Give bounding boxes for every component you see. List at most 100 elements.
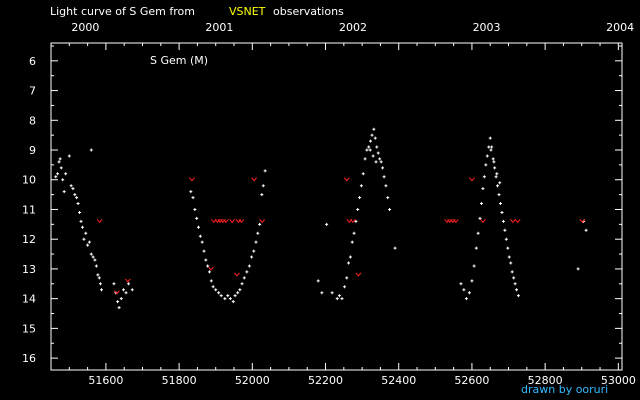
visual-point [258,222,262,226]
visual-point [500,210,504,214]
fainter-than-point [259,219,266,224]
visual-point [576,267,580,271]
visual-point [504,237,508,241]
visual-point [512,276,516,280]
visual-point [501,219,505,223]
visual-point [382,175,386,179]
visual-point [488,136,492,140]
visual-point [240,282,244,286]
visual-point [233,294,237,298]
visual-point [372,127,376,131]
visual-point [373,136,377,140]
visual-point [358,196,362,200]
visual-point [256,231,260,235]
visual-point [510,270,514,274]
visual-point [80,225,84,229]
visual-point [343,285,347,289]
year-tick-label: 2001 [205,21,233,34]
fainter-than-point [579,219,586,224]
visual-point [365,148,369,152]
y-tick-label: 15 [22,322,36,335]
visual-point [116,300,120,304]
fainter-than-point [229,219,236,224]
visual-point [359,184,363,188]
visual-point [71,187,75,191]
visual-point [467,291,471,295]
visual-point [254,240,258,244]
visual-point [388,207,392,211]
visual-point [369,139,373,143]
visual-point [482,175,486,179]
visual-point [379,160,383,164]
x-tick-label: 52600 [454,374,489,387]
visual-point [78,210,82,214]
visual-point [462,288,466,292]
visual-point [112,282,116,286]
x-tick-label: 52400 [381,374,416,387]
visual-point [75,196,79,200]
visual-point [121,288,125,292]
y-tick-label: 6 [29,55,36,68]
title-source: VSNET [229,5,266,18]
fainter-than-point [189,177,195,182]
visual-point [459,282,463,286]
fainter-than-point [350,219,356,224]
fainter-than-point [214,219,221,224]
visual-point [219,294,223,298]
visual-point [491,157,495,161]
visual-point [492,160,496,164]
x-tick-label: 52800 [528,374,563,387]
fainter-than-point [355,272,362,277]
visual-point [345,276,349,280]
visual-point [481,187,485,191]
visual-point [214,288,218,292]
visual-point [497,193,501,197]
visual-point [193,207,197,211]
y-tick-label: 13 [22,263,36,276]
fainter-than-point [343,177,350,182]
fainter-than-point [251,177,258,182]
y-tick-label: 11 [22,203,36,216]
visual-point [195,216,199,220]
data-points-group [54,127,588,310]
visual-point [69,184,73,188]
visual-point [58,157,62,161]
visual-point [325,222,329,226]
visual-point [247,264,251,268]
visual-point [226,294,230,298]
visual-point [127,282,131,286]
fainter-than-point [480,219,486,224]
visual-point [191,196,195,200]
year-tick-label: 2004 [606,21,634,34]
visual-point [490,145,494,149]
visual-point [54,175,58,179]
x-tick-label: 53000 [601,374,636,387]
visual-point [489,148,493,152]
visual-point [261,184,265,188]
visual-point [211,285,215,289]
y-tick-label: 12 [22,233,36,246]
visual-point [384,184,388,188]
x-tick-label: 51600 [88,374,123,387]
visual-point [89,148,93,152]
year-tick-label: 2003 [473,21,501,34]
credit-text: drawn by ooruri [521,383,608,396]
visual-point [472,264,476,268]
visual-point [89,252,93,256]
visual-point [250,255,254,259]
visual-point [478,216,482,220]
visual-point [202,249,206,253]
visual-point [86,243,90,247]
visual-point [352,231,356,235]
visual-point [506,246,510,250]
visual-point [79,219,83,223]
visual-point [495,172,499,176]
x-tick-label: 51800 [162,374,197,387]
visual-point [503,228,507,232]
visual-point [245,270,249,274]
visual-point [337,294,341,298]
visual-point [197,225,201,229]
visual-point [61,178,65,182]
y-tick-label: 9 [29,144,36,157]
